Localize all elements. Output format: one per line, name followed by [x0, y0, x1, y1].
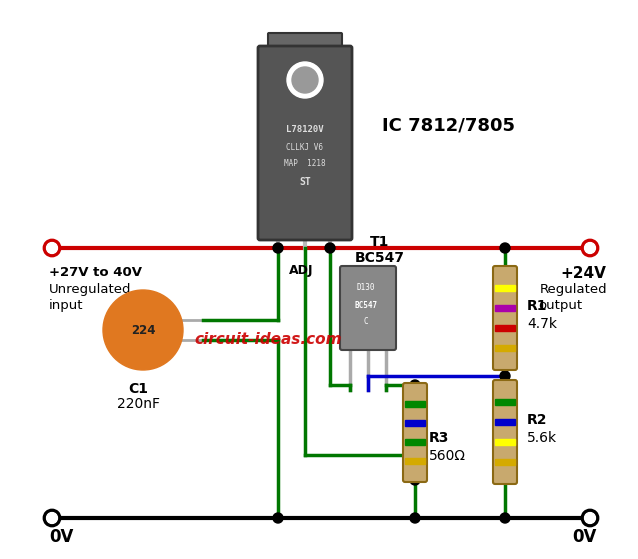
Text: CLLKJ V6: CLLKJ V6 [286, 144, 323, 153]
Circle shape [500, 243, 510, 253]
FancyBboxPatch shape [268, 33, 342, 57]
Bar [495, 345, 515, 351]
Text: 220nF: 220nF [117, 397, 160, 411]
Text: D130: D130 [357, 283, 375, 292]
Circle shape [325, 243, 335, 253]
Text: Regulated: Regulated [540, 283, 607, 296]
Text: BC547: BC547 [355, 251, 405, 265]
Text: Unregulated: Unregulated [49, 283, 131, 296]
Bar [495, 439, 515, 445]
Text: output: output [538, 299, 582, 312]
Circle shape [584, 513, 595, 523]
FancyBboxPatch shape [493, 380, 517, 484]
Text: MAP  1218: MAP 1218 [284, 159, 326, 168]
Bar [495, 399, 515, 405]
Text: BC547: BC547 [355, 301, 378, 310]
FancyBboxPatch shape [403, 383, 427, 482]
Text: R2: R2 [527, 413, 547, 427]
Text: circuit-ideas.com: circuit-ideas.com [194, 333, 342, 348]
Text: 5.6k: 5.6k [527, 431, 557, 445]
Bar [495, 305, 515, 311]
Text: 224: 224 [131, 324, 155, 337]
Text: 560Ω: 560Ω [429, 448, 466, 462]
Bar [495, 459, 515, 465]
Text: R3: R3 [429, 430, 449, 444]
Text: IC 7812/7805: IC 7812/7805 [382, 117, 515, 135]
Text: 0V: 0V [49, 528, 73, 546]
Circle shape [47, 243, 57, 253]
Text: IN: IN [271, 228, 285, 241]
Bar [405, 401, 425, 407]
Circle shape [44, 510, 60, 526]
Bar [495, 419, 515, 425]
Bar [405, 458, 425, 464]
FancyBboxPatch shape [493, 266, 517, 370]
Bar [405, 439, 425, 445]
Text: ADJ: ADJ [289, 264, 313, 277]
Circle shape [292, 67, 318, 93]
Text: +24V: +24V [560, 266, 606, 281]
Bar [495, 325, 515, 331]
Circle shape [287, 62, 323, 98]
Circle shape [582, 240, 598, 256]
Circle shape [582, 510, 598, 526]
Text: C1: C1 [128, 382, 148, 396]
Circle shape [273, 513, 283, 523]
Text: ST: ST [299, 177, 311, 187]
Circle shape [273, 243, 283, 253]
Circle shape [500, 371, 510, 381]
Circle shape [410, 475, 420, 485]
Circle shape [47, 513, 57, 523]
Text: R1: R1 [527, 299, 547, 313]
Circle shape [44, 240, 60, 256]
Text: T1: T1 [370, 235, 390, 249]
Text: L78120V: L78120V [286, 126, 324, 135]
FancyBboxPatch shape [340, 266, 396, 350]
Bar [495, 285, 515, 291]
Circle shape [103, 290, 183, 370]
Circle shape [500, 513, 510, 523]
Circle shape [584, 243, 595, 253]
Text: input: input [49, 299, 84, 312]
Text: OUT: OUT [318, 228, 348, 241]
FancyBboxPatch shape [258, 46, 352, 240]
Bar [405, 420, 425, 426]
Text: +27V to 40V: +27V to 40V [49, 266, 142, 279]
Text: C: C [364, 318, 368, 326]
Circle shape [410, 380, 420, 390]
Circle shape [410, 513, 420, 523]
Text: 0V: 0V [572, 528, 597, 546]
Text: 4.7k: 4.7k [527, 317, 557, 331]
